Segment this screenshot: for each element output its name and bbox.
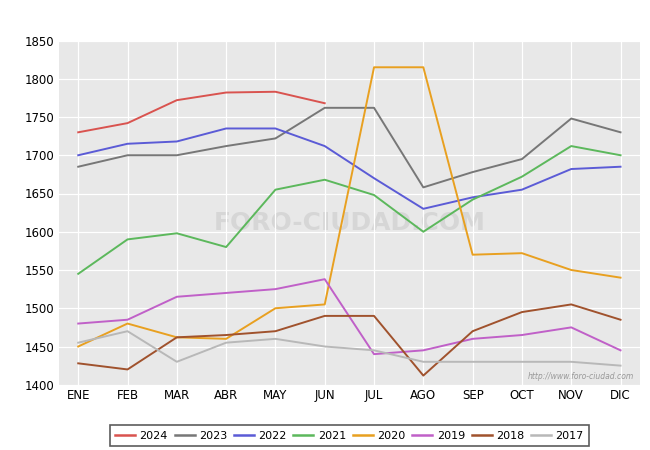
Text: http://www.foro-ciudad.com: http://www.foro-ciudad.com [528, 372, 634, 381]
Text: FORO-CIUDAD.COM: FORO-CIUDAD.COM [213, 211, 486, 235]
Legend: 2024, 2023, 2022, 2021, 2020, 2019, 2018, 2017: 2024, 2023, 2022, 2021, 2020, 2019, 2018… [110, 425, 589, 446]
Text: Afiliados en Alcover a 31/5/2024: Afiliados en Alcover a 31/5/2024 [179, 9, 471, 27]
